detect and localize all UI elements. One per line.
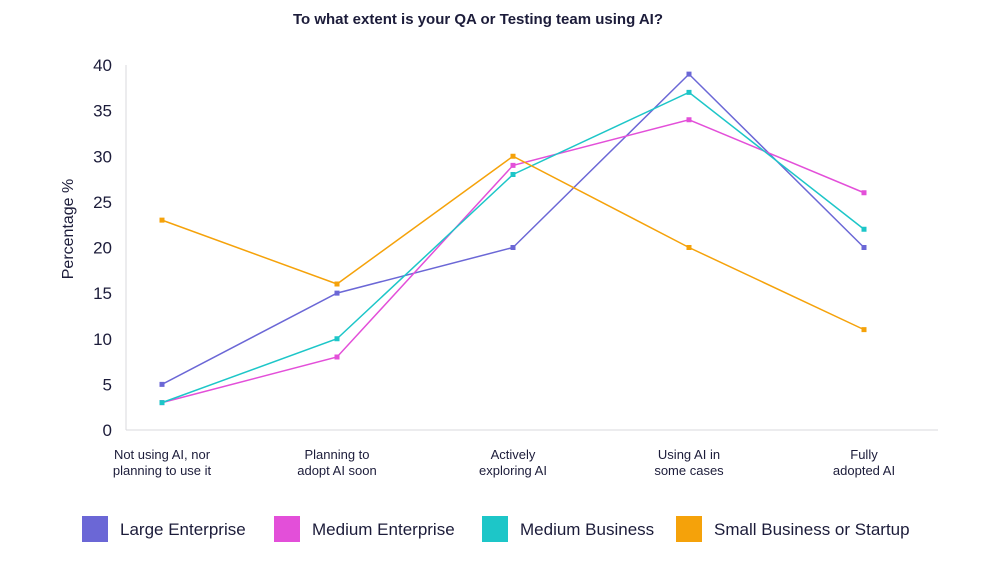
x-category-label: planning to use it [113,463,212,478]
data-point [334,281,340,287]
y-tick-label: 30 [93,147,112,166]
x-category-label: Not using AI, nor [114,447,211,462]
y-tick-label: 20 [93,239,112,258]
legend-item: Small Business or Startup [676,516,910,542]
data-point [159,381,165,387]
y-tick-label: 0 [103,421,112,440]
x-category-label: exploring AI [479,463,547,478]
legend-item: Large Enterprise [82,516,246,542]
data-point [686,117,692,123]
data-point [510,245,516,250]
chart-title: To what extent is your QA or Testing tea… [293,11,663,28]
legend-item: Medium Business [482,516,654,542]
data-point [334,290,340,296]
data-point [861,226,867,232]
x-category-label: Fully [850,447,878,462]
series-0 [159,71,867,387]
y-axis-title: Percentage % [60,179,77,280]
legend-item: Medium Enterprise [274,516,455,542]
y-tick-label: 15 [93,284,112,303]
legend-label: Medium Enterprise [312,520,455,539]
x-category-label: Actively [491,447,536,462]
series-3 [159,153,867,333]
x-category-label: adopt AI soon [297,463,377,478]
data-point [686,245,692,250]
data-point [159,400,165,406]
data-point [510,172,516,177]
legend-swatch [274,516,300,542]
legend: Large Enterprise Medium Enterprise Medium … [82,516,910,542]
legend-label: Small Business or Startup [714,520,910,539]
data-point [686,71,692,77]
data-point [861,245,867,250]
x-category-label: some cases [654,463,724,478]
series-lines [159,71,867,406]
y-tick-label: 40 [93,56,112,75]
data-point [159,217,165,223]
series-line [161,73,865,386]
series-line [161,118,865,404]
data-point [334,336,340,342]
series-line [161,155,865,331]
data-point [334,354,340,360]
y-tick-label: 25 [93,193,112,212]
x-category-label: Using AI in [658,447,720,462]
legend-swatch [482,516,508,542]
x-category-label: Planning to [304,447,369,462]
data-point [510,162,516,168]
data-point [861,190,867,196]
y-tick-label: 35 [93,102,112,121]
data-point [686,89,692,95]
legend-swatch [82,516,108,542]
legend-label: Medium Business [520,520,654,539]
series-2 [159,89,867,406]
data-point [510,153,516,159]
data-point [861,327,867,333]
legend-label: Large Enterprise [120,520,246,539]
y-tick-labels: 0 5 10 15 20 25 30 35 40 [93,56,112,440]
y-tick-label: 5 [103,375,112,394]
x-category-label: adopted AI [833,463,895,478]
series-1 [159,117,867,406]
legend-swatch [676,516,702,542]
y-tick-label: 10 [93,330,112,349]
